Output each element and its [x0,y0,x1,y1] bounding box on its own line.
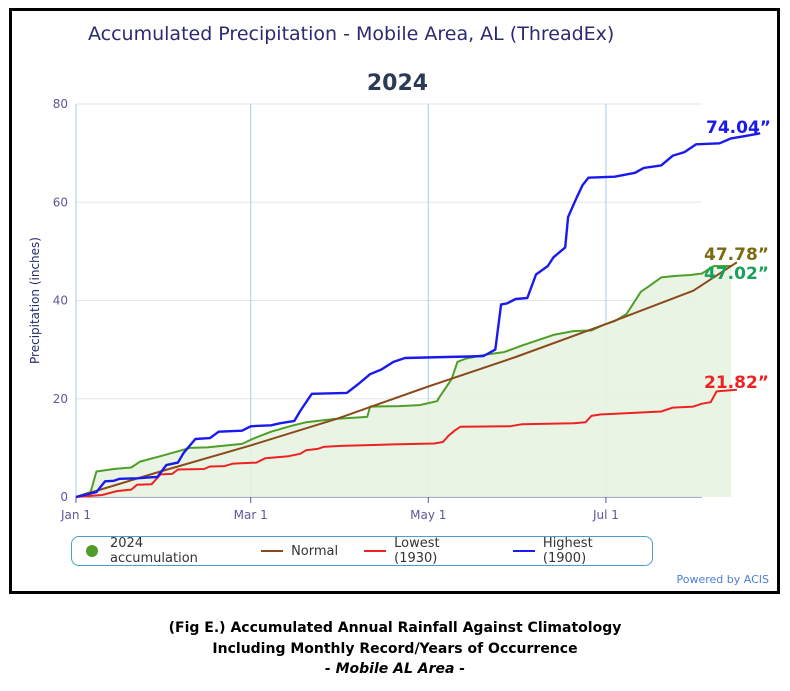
legend-item-highest[interactable]: Highest (1900) [512,536,640,566]
y-tick-label: 0 [60,490,68,504]
legend-label-normal: Normal [291,543,339,559]
x-tick-label: Jul 1 [592,508,619,522]
y-axis-label: Precipitation (inches) [28,237,42,364]
series-line-highest [75,132,761,499]
legend-label-accumulation: 2024 accumulation [110,536,198,566]
y-tick-label: 60 [53,195,68,209]
end-label-normal: 47.78” [704,245,769,265]
chart-year-heading: 2024 [366,71,429,96]
end-label-highest: 74.04” [706,118,771,138]
figure-caption-line2: Including Monthly Record/Years of Occurr… [212,641,578,657]
legend-item-lowest[interactable]: Lowest (1930) [364,536,487,566]
legend-item-accumulation[interactable]: 2024 accumulation [86,536,235,566]
legend-line-highest [512,550,535,552]
end-label-accum: 47.02” [704,264,769,284]
y-tick-label: 40 [53,294,68,308]
powered-by-link[interactable]: Powered by ACIS [676,573,770,586]
x-tick-label: Jan 1 [60,508,91,522]
x-tick-label: May 1 [410,508,446,522]
end-label-lowest: 21.82” [704,373,769,393]
x-tick-label: Mar 1 [234,508,268,522]
series-line-lowest [75,388,737,498]
series-line-accumulation [75,265,732,498]
legend-item-normal[interactable]: Normal [261,544,338,559]
legend-label-highest: Highest (1900) [542,536,593,566]
legend-line-lowest [364,550,387,552]
chart-title: Accumulated Precipitation - Mobile Area,… [88,23,615,45]
figure-caption-line1: (Fig E.) Accumulated Annual Rainfall Aga… [168,620,622,636]
y-tick-label: 20 [53,392,68,406]
legend-label-lowest: Lowest (1930) [394,536,440,566]
series-line-normal [75,261,738,498]
series-area-accumulation [76,266,732,497]
legend-line-normal [261,550,284,552]
chart-legend: 2024 accumulation Normal Lowest (1930) H… [71,536,653,566]
figure-caption-line3: - Mobile AL Area - [324,661,466,677]
chart-canvas: 0 20 40 60 80 Jan 1 Mar 1 May 1 Jul 1 Precipitati… [28,97,761,522]
legend-dot-accumulation [86,545,98,557]
y-tick-label: 80 [53,97,68,111]
chart-frame: 0 20 40 60 80 Jan 1 Mar 1 May 1 Jul 1 Precipitati… [9,8,780,594]
